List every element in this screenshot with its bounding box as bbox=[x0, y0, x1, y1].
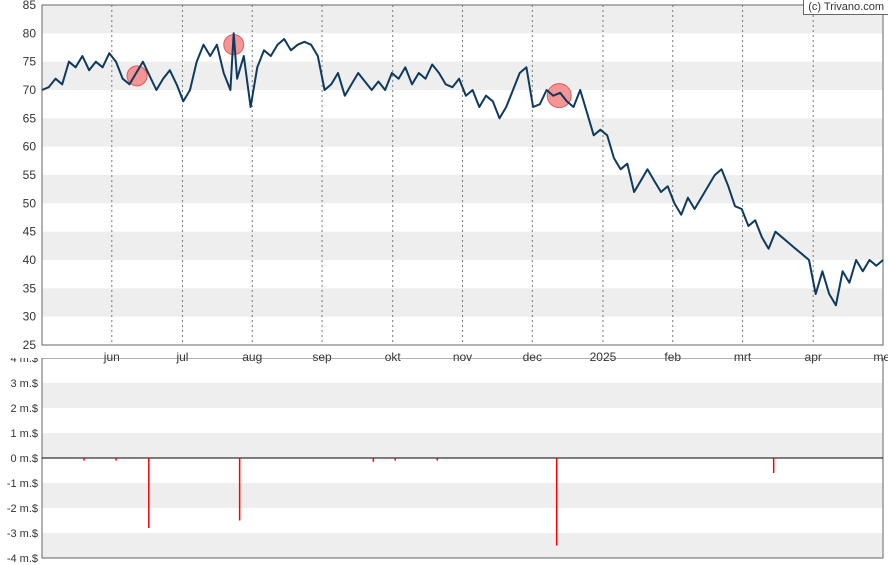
svg-text:2 m.$: 2 m.$ bbox=[10, 403, 38, 415]
svg-text:4 m.$: 4 m.$ bbox=[10, 358, 38, 365]
svg-text:70: 70 bbox=[23, 83, 37, 97]
svg-text:55: 55 bbox=[23, 168, 37, 182]
svg-text:35: 35 bbox=[23, 281, 37, 295]
volume-chart: -4 m.$ -3 m.$ -2 m.$ -1 m.$ 0 m.$ 1 m.$ 2 m.$ 3… bbox=[0, 358, 888, 565]
svg-text:50: 50 bbox=[23, 196, 37, 210]
price-chart: 25303540455055606570758085junjulaugsepok… bbox=[0, 0, 888, 367]
svg-text:0 m.$: 0 m.$ bbox=[10, 453, 38, 465]
svg-text:40: 40 bbox=[23, 253, 37, 267]
svg-text:1 m.$: 1 m.$ bbox=[10, 428, 38, 440]
svg-text:25: 25 bbox=[23, 338, 37, 352]
svg-text:85: 85 bbox=[23, 0, 37, 12]
svg-text:3 m.$: 3 m.$ bbox=[10, 378, 38, 390]
copyright-label: (c) Trivano.com bbox=[803, 0, 888, 15]
svg-text:65: 65 bbox=[23, 111, 37, 125]
svg-text:60: 60 bbox=[23, 140, 37, 154]
svg-text:80: 80 bbox=[23, 26, 37, 40]
svg-text:-4 m.$: -4 m.$ bbox=[7, 553, 38, 565]
chart-container: (c) Trivano.com 25 30 35 40 45 50 55 60 65 70 75 80… bbox=[0, 0, 888, 565]
svg-text:45: 45 bbox=[23, 225, 37, 239]
svg-text:75: 75 bbox=[23, 55, 37, 69]
svg-text:-2 m.$: -2 m.$ bbox=[7, 503, 38, 515]
svg-text:-3 m.$: -3 m.$ bbox=[7, 528, 38, 540]
svg-text:-1 m.$: -1 m.$ bbox=[7, 478, 38, 490]
svg-text:30: 30 bbox=[23, 310, 37, 324]
